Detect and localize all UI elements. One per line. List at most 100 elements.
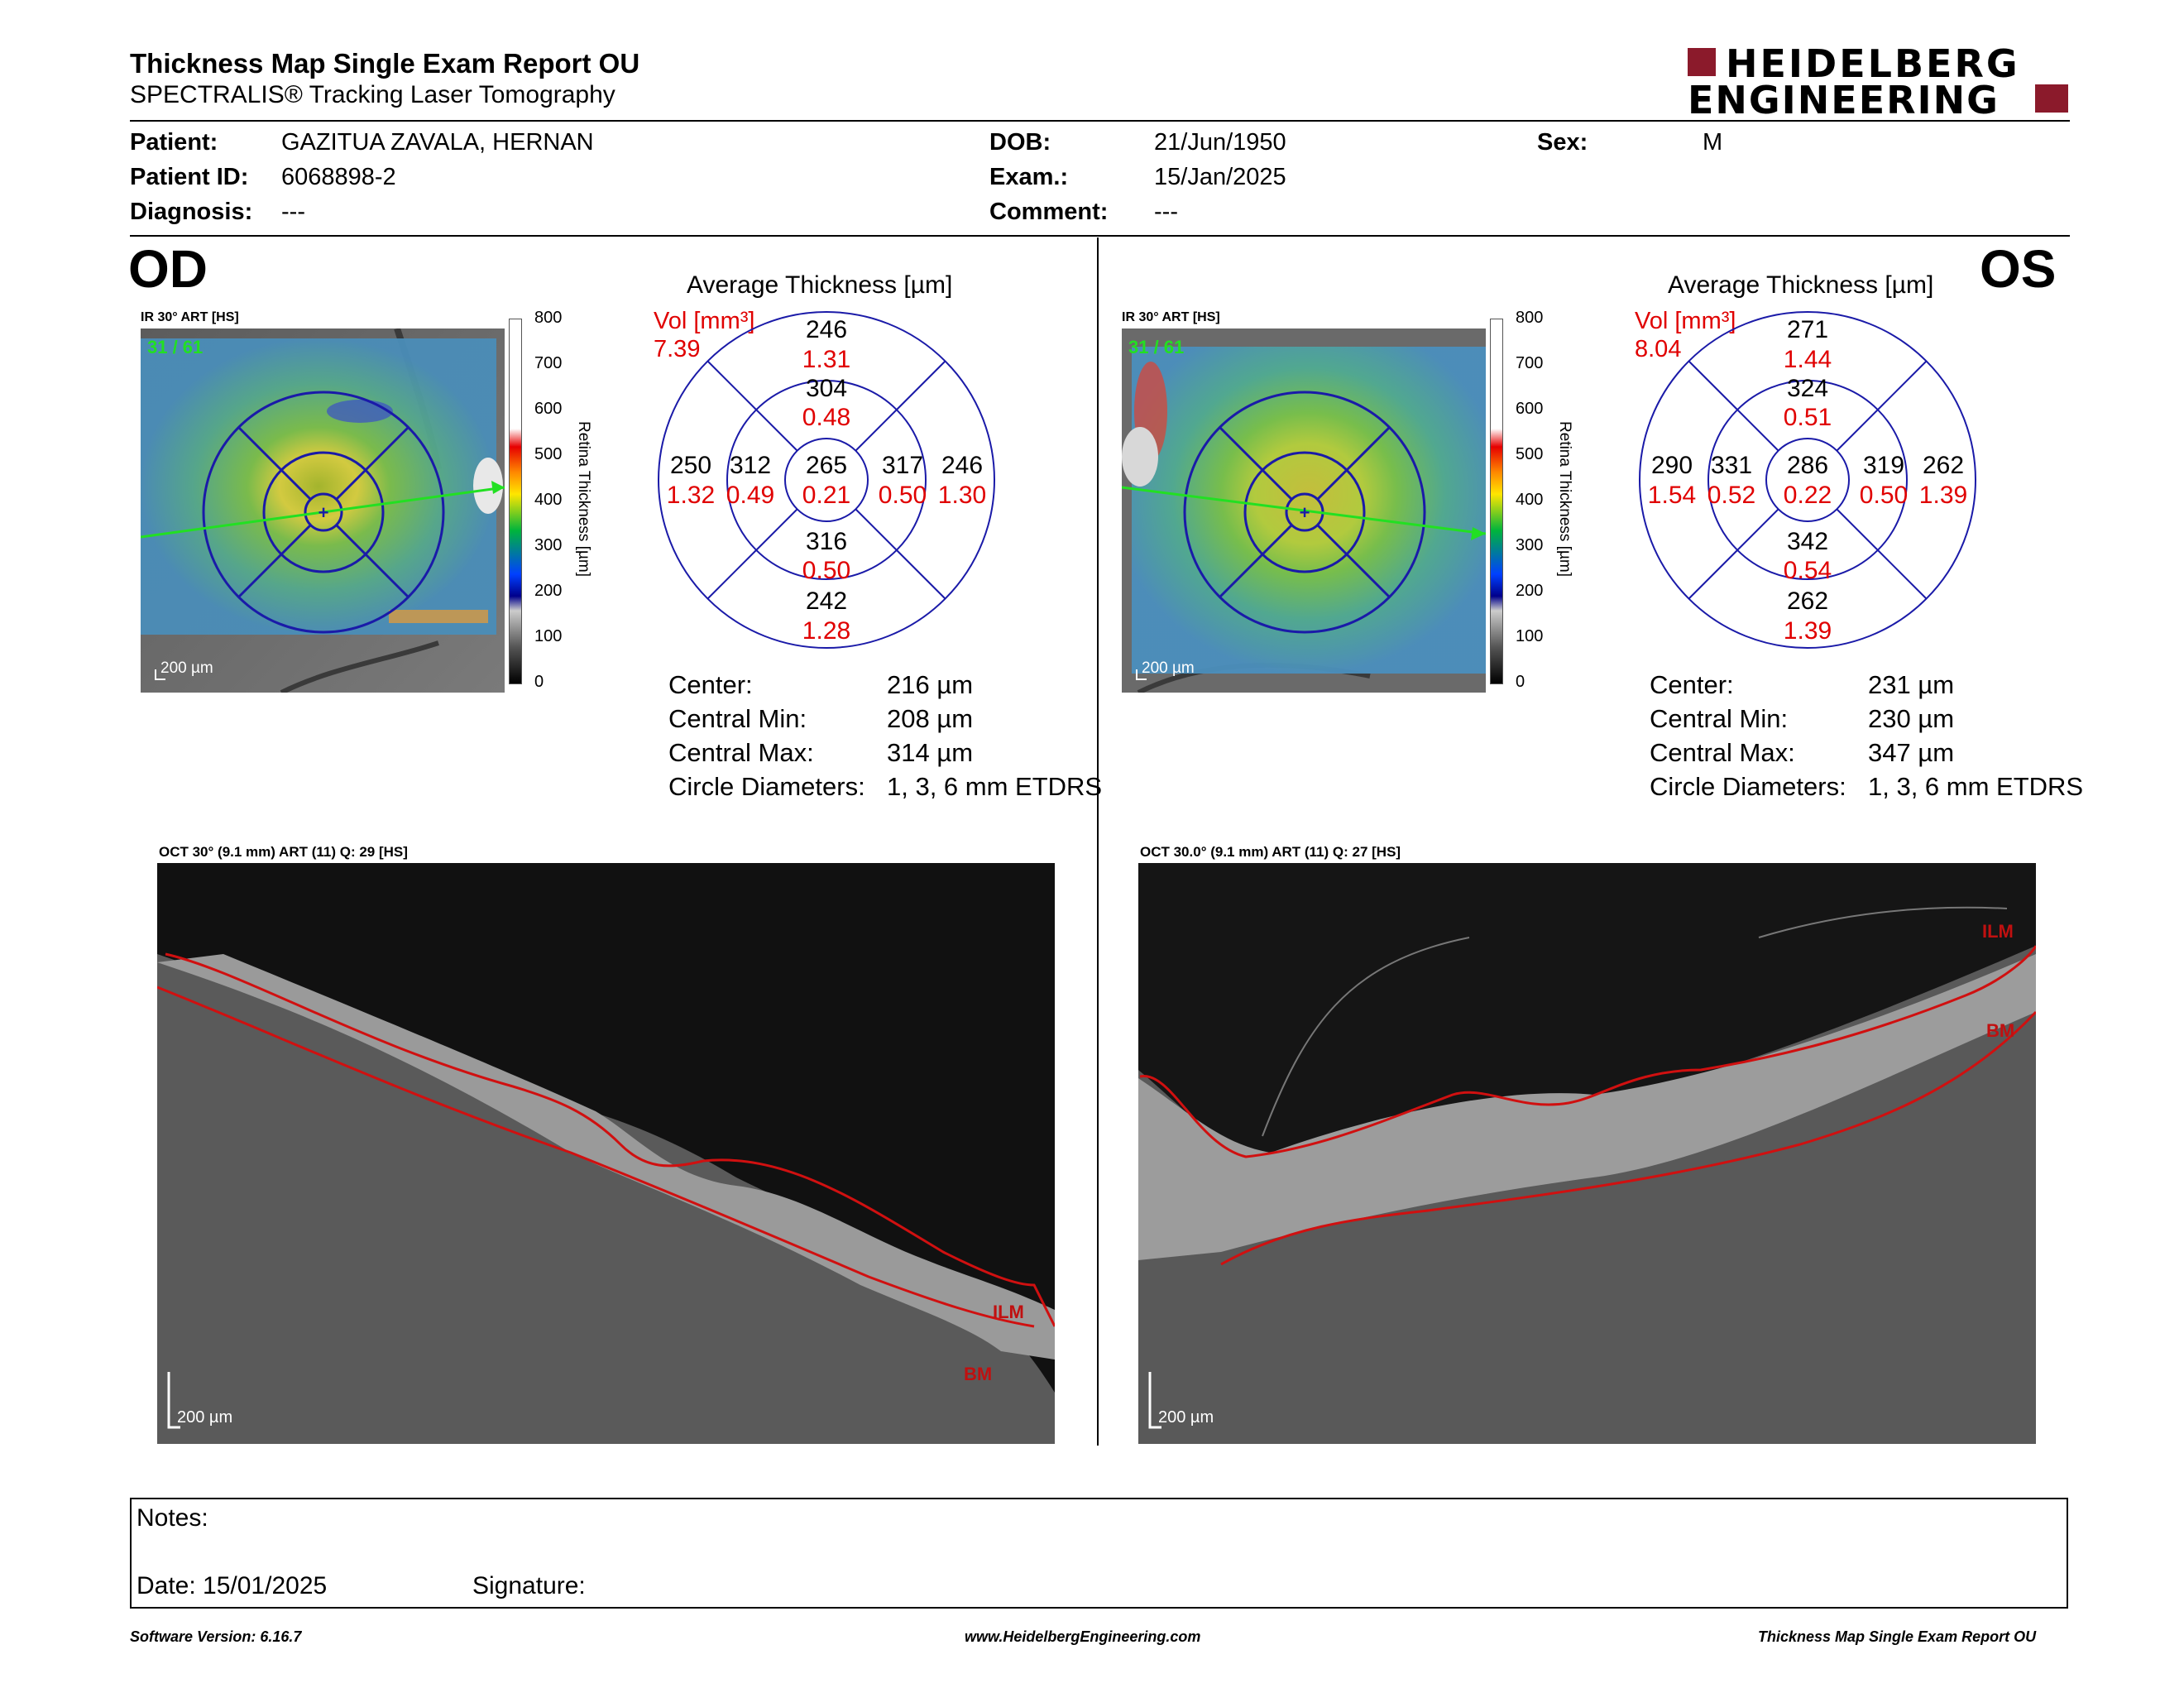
notes-box[interactable]: Notes: Date: 15/01/2025 Signature: <box>130 1498 2068 1609</box>
od-ilm-line <box>165 952 1055 1327</box>
od-min-value: 208 µm <box>887 704 974 733</box>
os-inner-top-thickness: 324 <box>1787 375 1828 402</box>
od-oct-scale-mark <box>167 1372 180 1429</box>
os-center-label: Center: <box>1650 670 1734 699</box>
os-scan-arrow <box>1471 527 1486 540</box>
patient-name: GAZITUA ZAVALA, HERNAN <box>281 129 594 156</box>
os-outer-bottom-volume: 1.39 <box>1784 617 1832 645</box>
od-inner-bottom-thickness: 316 <box>806 528 847 555</box>
os-vol-value: 8.04 <box>1635 336 1682 362</box>
od-heat-orange-patch <box>389 610 488 623</box>
od-inner-right-thickness: 317 <box>882 452 923 479</box>
os-circle-label: Circle Diameters: <box>1650 772 1846 801</box>
logo-line2: ENGINEERING <box>1688 78 2000 122</box>
od-inner-left-thickness: 312 <box>730 452 771 479</box>
os-colorbar-tick: 0 <box>1516 673 1525 691</box>
os-grid-spokes <box>1218 425 1391 599</box>
os-outer-left-thickness: 290 <box>1651 452 1693 479</box>
os-outer-right-thickness: 262 <box>1923 452 1964 479</box>
od-inner-top-volume: 0.48 <box>802 404 850 431</box>
os-vitreous-strand <box>1758 906 2008 938</box>
website-link[interactable]: www.HeidelbergEngineering.com <box>965 1628 1201 1645</box>
os-colorbar-tick: 500 <box>1516 445 1544 463</box>
os-optic-disc <box>1122 427 1158 487</box>
os-outer-bottom-thickness: 262 <box>1787 587 1828 615</box>
os-min-value: 230 µm <box>1868 704 1955 733</box>
od-min-label: Central Min: <box>668 704 807 733</box>
diagnosis-label: Diagnosis: <box>130 199 253 225</box>
os-center-volume: 0.22 <box>1784 482 1832 509</box>
os-scale-bar-mark <box>1136 669 1147 680</box>
os-colorbar-tick: 200 <box>1516 582 1544 600</box>
od-colorbar-tick: 800 <box>534 309 563 327</box>
os-scale-bar: 200 µm <box>1142 659 1195 677</box>
logo-square-top <box>1688 48 1716 76</box>
od-max-value: 314 µm <box>887 738 974 767</box>
od-fundus-vessel <box>280 640 439 693</box>
diagnosis-value: --- <box>281 199 305 225</box>
od-oct-scale: 200 µm <box>177 1408 232 1427</box>
od-frame-count: 31 / 61 <box>147 337 203 357</box>
os-scan-line <box>1122 486 1486 535</box>
os-colorbar-tick: 100 <box>1516 627 1544 645</box>
od-circle-label: Circle Diameters: <box>668 772 865 801</box>
exam-label: Exam.: <box>989 164 1069 190</box>
od-etdrs-inner <box>726 380 927 580</box>
od-outer-right-volume: 1.30 <box>938 482 986 509</box>
od-bm-line <box>157 985 1035 1328</box>
brand-logo: HEIDELBERG ENGINEERING <box>1688 41 2068 122</box>
od-scan-line <box>141 486 505 539</box>
od-colorbar <box>509 319 522 684</box>
os-max-value: 347 µm <box>1868 738 1955 767</box>
os-etdrs-inner <box>1707 380 1908 580</box>
od-eye-label: OD <box>128 239 208 299</box>
od-colorbar-label: Retina Thickness [µm] <box>575 421 592 577</box>
os-etdrs-center <box>1765 438 1850 522</box>
od-colorbar-tick: 300 <box>534 536 563 554</box>
os-vitreous-strand <box>1262 937 1470 1137</box>
od-bm-label: BM <box>964 1364 992 1384</box>
os-colorbar-tick: 300 <box>1516 536 1544 554</box>
os-center-plus: + <box>1300 502 1310 523</box>
od-colorbar-tick: 700 <box>534 354 563 372</box>
os-grid-inner <box>1243 451 1366 573</box>
od-heatmap <box>141 338 496 635</box>
os-oct-title: OCT 30.0° (9.1 mm) ART (11) Q: 27 [HS] <box>1140 844 1401 860</box>
od-avg-title: Average Thickness [µm] <box>687 271 953 299</box>
os-bm-label: BM <box>1986 1020 2014 1041</box>
os-ilm-line <box>1139 945 2036 1158</box>
patient-id-label: Patient ID: <box>130 164 249 190</box>
od-colorbar-tick: 600 <box>534 400 563 418</box>
os-colorbar-tick: 400 <box>1516 491 1544 509</box>
software-version: Software Version: 6.16.7 <box>130 1628 302 1645</box>
os-colorbar-label: Retina Thickness [µm] <box>1556 421 1573 577</box>
od-etdrs-spokes <box>706 360 946 600</box>
os-outer-top-volume: 1.44 <box>1784 346 1832 373</box>
od-center-value: 216 µm <box>887 670 974 699</box>
od-outer-left-thickness: 250 <box>670 452 711 479</box>
od-oct-tissue <box>157 954 1055 1444</box>
logo-square-bottom <box>2035 84 2068 113</box>
od-max-label: Central Max: <box>668 738 814 767</box>
od-vol-label: Vol [mm³] <box>654 308 755 334</box>
os-avg-title: Average Thickness [µm] <box>1668 271 1934 299</box>
signature-label: Signature: <box>472 1572 586 1599</box>
od-center-label: Center: <box>668 670 753 699</box>
od-outer-right-thickness: 246 <box>941 452 983 479</box>
od-grid-inner <box>262 451 385 573</box>
od-colorbar-tick: 0 <box>534 673 544 691</box>
od-grid-center <box>304 492 343 532</box>
od-thickness-map: + 31 / 61 200 µm <box>141 328 505 693</box>
os-min-label: Central Min: <box>1650 704 1789 733</box>
od-outer-bottom-thickness: 242 <box>806 587 847 615</box>
os-etdrs-outer <box>1639 311 1976 649</box>
od-grid-spokes <box>237 425 410 599</box>
od-circle-value: 1, 3, 6 mm ETDRS <box>887 772 1103 801</box>
notes-label: Notes: <box>136 1504 208 1532</box>
os-oct-bscan: ILM BM 200 µm <box>1138 863 2036 1444</box>
od-oct-title: OCT 30° (9.1 mm) ART (11) Q: 29 [HS] <box>159 844 408 860</box>
os-center-value: 231 µm <box>1868 670 1955 699</box>
od-optic-disc <box>473 458 503 514</box>
dob-label: DOB: <box>989 129 1051 156</box>
comment-label: Comment: <box>989 199 1109 225</box>
